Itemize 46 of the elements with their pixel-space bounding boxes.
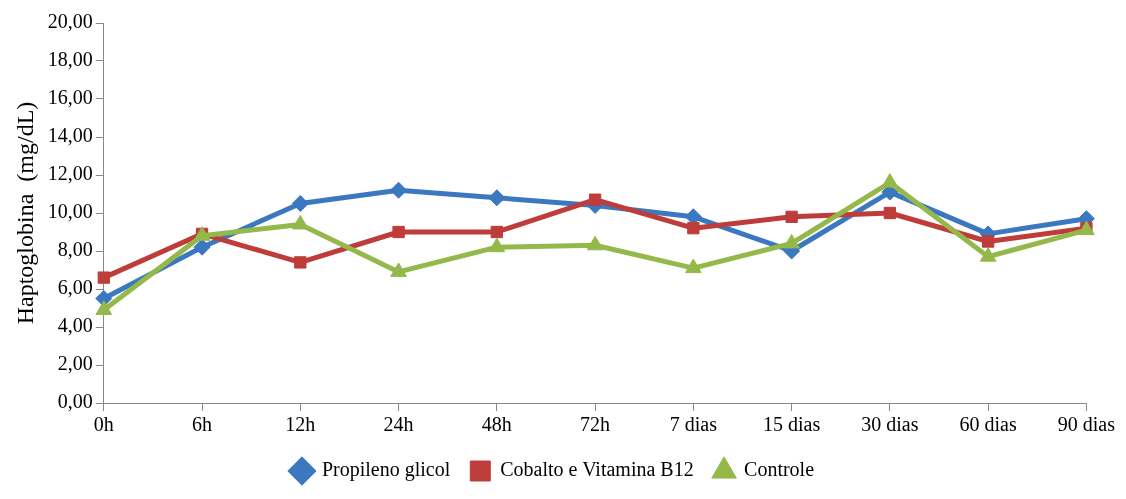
point bbox=[488, 237, 506, 253]
x-tick-label: 12h bbox=[285, 413, 316, 436]
y-tick-label: 20,00 bbox=[47, 10, 93, 33]
y-tick-label: 16,00 bbox=[47, 86, 93, 109]
y-tick-label: 12,00 bbox=[47, 162, 93, 185]
y-tick-label: 6,00 bbox=[57, 276, 93, 299]
x-tick-label: 72h bbox=[580, 413, 611, 436]
x-tick-label: 30 dias bbox=[861, 413, 919, 436]
x-tick-label: 48h bbox=[481, 413, 512, 436]
point bbox=[685, 258, 702, 274]
point bbox=[390, 181, 408, 199]
legend-label: Cobalto e Vitamina B12 bbox=[500, 458, 694, 481]
x-tick-label: 6h bbox=[192, 413, 213, 436]
point bbox=[292, 214, 309, 230]
point bbox=[783, 233, 800, 249]
point bbox=[392, 225, 405, 239]
legend-label: Controle bbox=[744, 458, 815, 481]
point bbox=[291, 195, 309, 212]
point bbox=[390, 262, 407, 277]
y-tick-label: 10,00 bbox=[47, 200, 93, 223]
y-tick-label: 14,00 bbox=[47, 124, 93, 147]
x-tick-label: 60 dias bbox=[959, 413, 1017, 436]
x-tick-label: 0h bbox=[93, 413, 114, 436]
point bbox=[294, 256, 307, 269]
y-tick-label: 8,00 bbox=[57, 238, 93, 261]
y-tick-label: 4,00 bbox=[57, 314, 93, 337]
point bbox=[490, 225, 503, 239]
point bbox=[95, 300, 113, 315]
point bbox=[883, 206, 897, 220]
point bbox=[97, 271, 110, 284]
y-tick-label: 0,00 bbox=[57, 390, 93, 413]
x-tick-label: 7 dias bbox=[669, 413, 718, 436]
y-tick-label: 18,00 bbox=[47, 48, 93, 71]
point bbox=[588, 193, 602, 206]
point bbox=[586, 235, 604, 251]
point bbox=[193, 238, 211, 256]
x-tick-label: 15 dias bbox=[763, 413, 821, 436]
x-tick-label: 90 dias bbox=[1057, 413, 1116, 436]
point bbox=[785, 210, 798, 223]
x-tick-label: 24h bbox=[383, 413, 414, 436]
y-axis-title: Haptoglobina (mg/dL) bbox=[11, 101, 38, 325]
point bbox=[981, 235, 995, 248]
point bbox=[979, 247, 997, 262]
legend-label: Propileno glicol bbox=[321, 458, 451, 482]
point bbox=[687, 222, 700, 235]
y-tick-label: 2,00 bbox=[57, 352, 93, 375]
